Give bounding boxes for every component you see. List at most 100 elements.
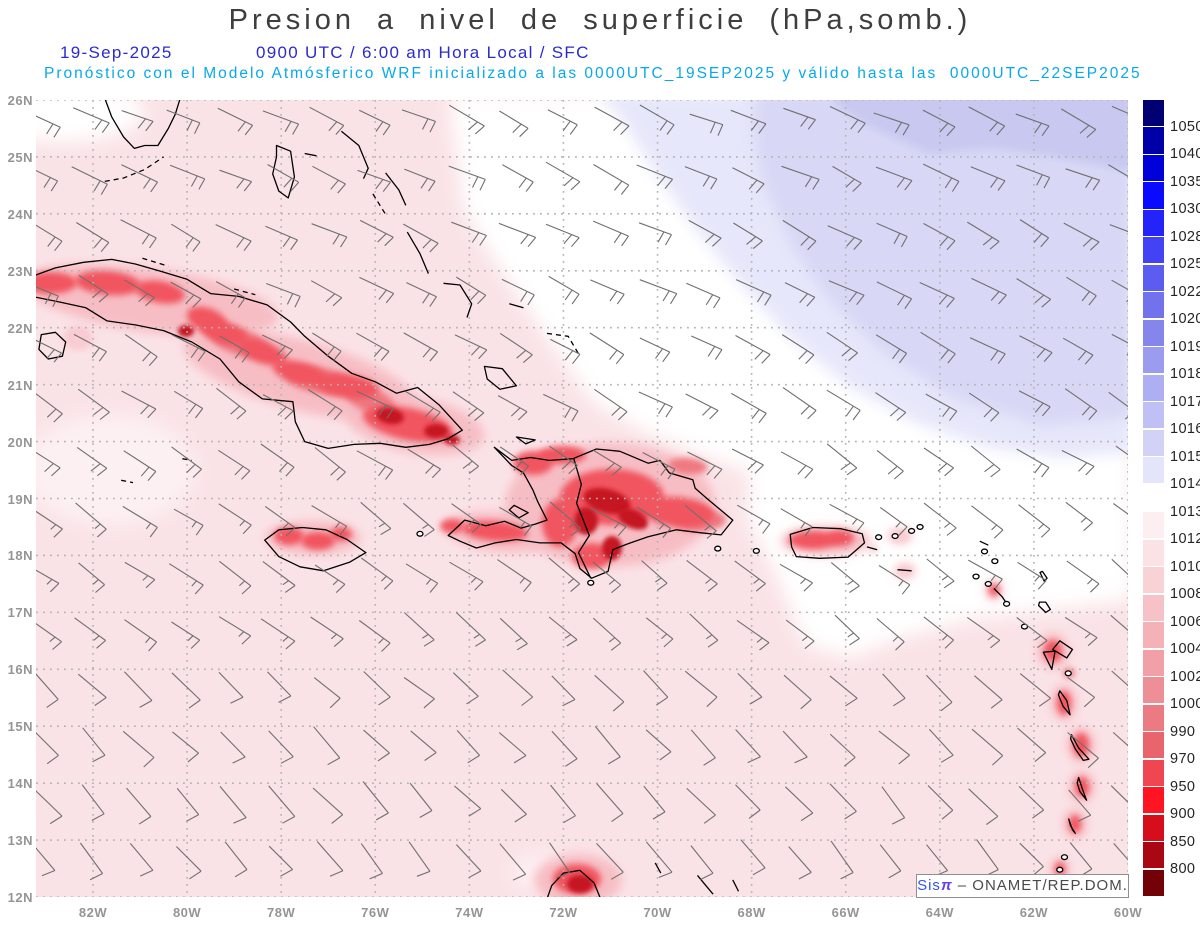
wind-barb: [925, 393, 958, 421]
lat-label-12N: 12N: [7, 890, 33, 906]
wind-barb: [1108, 164, 1128, 191]
wind-barb: [733, 222, 763, 250]
wind-barb: [1019, 219, 1050, 248]
wind-barb: [1061, 450, 1095, 476]
colorbar-label-1050: 1050: [1170, 118, 1200, 135]
shade-red-dark: [178, 325, 194, 337]
wind-barb: [122, 730, 155, 768]
coastlines: [36, 100, 1090, 897]
wind-barb: [1064, 388, 1098, 421]
coast-beata: [587, 579, 595, 586]
coast-mayaguana: [509, 303, 524, 309]
colorbar-segment-13: [1143, 457, 1164, 484]
wind-barb: [448, 104, 485, 135]
coast-antigua: [1037, 601, 1052, 614]
wind-barb: [403, 612, 435, 647]
pi-symbol: π: [940, 877, 953, 894]
wind-barb: [592, 561, 622, 594]
wind-barb: [358, 109, 391, 136]
colorbar-segment-23: [1143, 732, 1164, 759]
wind-barb: [218, 503, 252, 535]
shade-light-red-spot: [898, 566, 912, 576]
wind-barb: [923, 616, 954, 649]
colorbar-label-1035: 1035: [1170, 173, 1200, 190]
coast-saona: [714, 545, 722, 552]
wind-barb: [407, 448, 441, 479]
wind-barb: [550, 784, 576, 824]
shade-red-strong: [200, 320, 248, 346]
lat-label-13N: 13N: [7, 833, 33, 849]
wind-barb: [124, 619, 158, 652]
colorbar-segment-10: [1143, 374, 1164, 401]
wind-barb: [356, 450, 394, 480]
wind-barb: [923, 502, 957, 536]
wind-barb: [785, 619, 815, 650]
page-title: Presion a nivel de superficie (hPa,somb.…: [228, 4, 972, 36]
model-info-line: Pronóstico con el Modelo Atmósferico WRF…: [44, 65, 1142, 82]
wind-barb: [878, 565, 911, 595]
coast-cuba-cays-north: [142, 257, 169, 267]
wind-barb: [456, 730, 481, 764]
shade-red-dark: [567, 875, 593, 893]
wind-barb: [126, 787, 152, 825]
wind-barb: [220, 731, 246, 764]
coast-florida-keys: [104, 156, 164, 183]
wind-barb: [357, 169, 391, 192]
wind-barb: [1111, 333, 1128, 356]
sispi-logo-text: Sis: [917, 877, 941, 894]
lon-label-68W: 68W: [737, 905, 766, 920]
wind-barb: [639, 279, 678, 305]
wind-barb: [363, 671, 391, 706]
coast-guadeloupe-w: [1042, 650, 1056, 670]
wind-barb: [176, 846, 202, 880]
wind-barb: [359, 276, 395, 304]
wind-barb: [224, 841, 248, 878]
colorbar-label-1010: 1010: [1170, 558, 1200, 575]
wind-barb: [267, 164, 300, 192]
wind-barb: [643, 785, 666, 820]
colorbar-label-1004: 1004: [1170, 641, 1200, 658]
wind-barb: [875, 334, 908, 364]
colorbar-label-1000: 1000: [1170, 696, 1200, 713]
wind-barb: [218, 616, 252, 645]
wind-barb: [788, 846, 812, 880]
lat-label-25N: 25N: [7, 149, 33, 165]
lon-label-64W: 64W: [925, 905, 954, 920]
shade-red-strong: [1057, 691, 1071, 715]
wind-barb: [502, 669, 534, 706]
wind-barb: [735, 335, 771, 364]
shade-pale-blob: [36, 100, 144, 142]
wind-barb: [687, 451, 723, 479]
wind-barb: [1019, 335, 1053, 362]
coast-culebra: [875, 534, 883, 541]
wind-barb: [685, 393, 719, 420]
wind-barb: [589, 332, 625, 365]
shade-red-strong: [272, 360, 328, 386]
wind-barb: [405, 390, 441, 422]
wind-barb: [592, 449, 622, 476]
wind-barb: [923, 447, 954, 477]
wind-barb: [219, 786, 247, 824]
colorbar-label-1017: 1017: [1170, 393, 1200, 410]
wind-barb: [971, 505, 1004, 539]
colorbar-segment-15: [1143, 512, 1164, 539]
coast-st-barth: [991, 558, 999, 565]
coast-gonave: [508, 504, 529, 519]
lon-label-80W: 80W: [172, 905, 202, 920]
wind-barb: [922, 163, 960, 192]
wind-barb: [736, 619, 770, 651]
wind-barb: [691, 335, 723, 360]
wind-barb: [79, 842, 104, 881]
colorbar-label-1022: 1022: [1170, 283, 1200, 300]
coast-hispaniola: [447, 446, 734, 579]
wind-barb: [780, 508, 813, 537]
wind-barb: [688, 219, 722, 247]
coast-st-vincent: [1068, 818, 1076, 834]
wind-barb: [268, 845, 293, 877]
coast-st-eustatius: [984, 580, 992, 587]
coast-long-island: [406, 231, 429, 274]
coast-st-croix: [897, 569, 912, 572]
wind-barb: [636, 506, 672, 538]
colorbar-label-900: 900: [1170, 806, 1196, 823]
lat-label-20N: 20N: [7, 434, 33, 450]
